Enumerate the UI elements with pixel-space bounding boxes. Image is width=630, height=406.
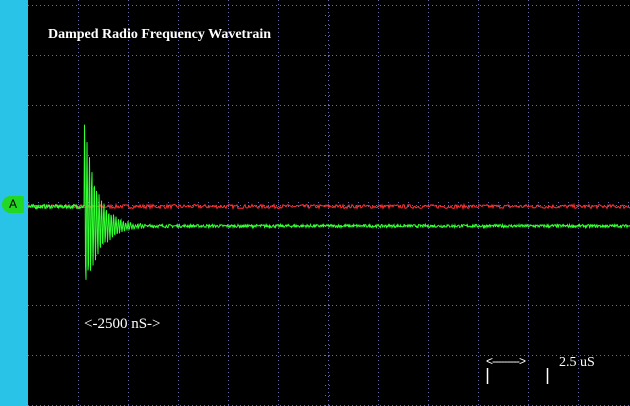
time-scale-label: 2.5 uS xyxy=(559,355,595,370)
waveform-plot xyxy=(28,0,630,406)
duration-annotation: <-2500 nS-> xyxy=(84,316,161,332)
scale-arrow: <---------> xyxy=(486,354,526,368)
signal-trace xyxy=(28,124,630,280)
chart-title: Damped Radio Frequency Wavetrain xyxy=(48,27,272,42)
channel-a-marker[interactable]: A xyxy=(2,196,24,213)
plot-area: Damped Radio Frequency Wavetrain <-2500 … xyxy=(28,0,630,406)
traces xyxy=(28,124,630,384)
reference-trace xyxy=(28,202,630,211)
